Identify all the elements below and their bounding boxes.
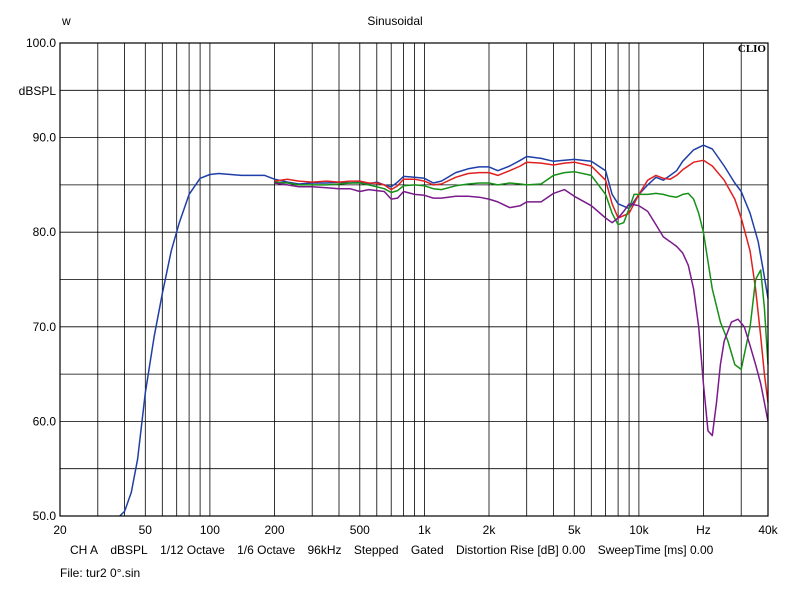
y-axis-ticks: 50.0 60.0 70.0 80.0 90.0 100.0 xyxy=(26,36,56,523)
x-tick-label: 20 xyxy=(53,523,67,537)
gating-label: Gated xyxy=(410,543,444,557)
file-label: File: tur2 0°.sin xyxy=(60,566,141,580)
units-label: dBSPL xyxy=(110,543,148,557)
sweep-time-label: SweepTime [ms] 0.00 xyxy=(597,543,714,557)
y-tick-label: 80.0 xyxy=(33,225,57,239)
x-tick-label: 50 xyxy=(139,523,153,537)
y-tick-label: 60.0 xyxy=(33,414,57,428)
x-tick-label: 10k xyxy=(629,523,649,537)
x-tick-label: 1k xyxy=(418,523,432,537)
x-tick-label: 5k xyxy=(568,523,582,537)
x-tick-label: 2k xyxy=(483,523,497,537)
resolution-label: 1/6 Octave xyxy=(237,543,296,557)
series-line-3 xyxy=(274,170,769,371)
grid xyxy=(60,43,768,516)
x-tick-label: 500 xyxy=(350,523,370,537)
y-tick-label: 100.0 xyxy=(26,36,56,50)
series-line-2 xyxy=(274,159,769,403)
series-line-1 xyxy=(119,144,769,517)
series-line-4 xyxy=(274,182,769,437)
sample-rate-label: 96kHz xyxy=(307,543,342,557)
measurement-settings: CH A dBSPL 1/12 Octave 1/6 Octave 96kHz … xyxy=(70,543,722,557)
clio-brand: CLIO xyxy=(738,43,767,55)
y-axis-label: dBSPL xyxy=(19,84,57,98)
x-tick-label: 100 xyxy=(200,523,220,537)
y-tick-label: 90.0 xyxy=(33,131,57,145)
distortion-rise-label: Distortion Rise [dB] 0.00 xyxy=(455,543,586,557)
smoothing-label: 1/12 Octave xyxy=(160,543,225,557)
x-tick-label: 200 xyxy=(264,523,284,537)
x-axis-ticks: 20 50 100 200 500 1k 2k 5k 10k Hz 40k xyxy=(53,523,778,537)
x-tick-label: Hz xyxy=(696,523,711,537)
y-tick-label: 50.0 xyxy=(33,509,57,523)
series-group xyxy=(119,144,769,517)
mode-label: Stepped xyxy=(353,543,399,557)
y-tick-label: 70.0 xyxy=(33,320,57,334)
x-tick-label: 40k xyxy=(758,523,778,537)
chart-title: Sinusoidal xyxy=(367,14,422,28)
top-left-label: w xyxy=(61,14,71,28)
channel-label: CH A xyxy=(70,543,99,557)
plot-frame xyxy=(59,42,769,517)
